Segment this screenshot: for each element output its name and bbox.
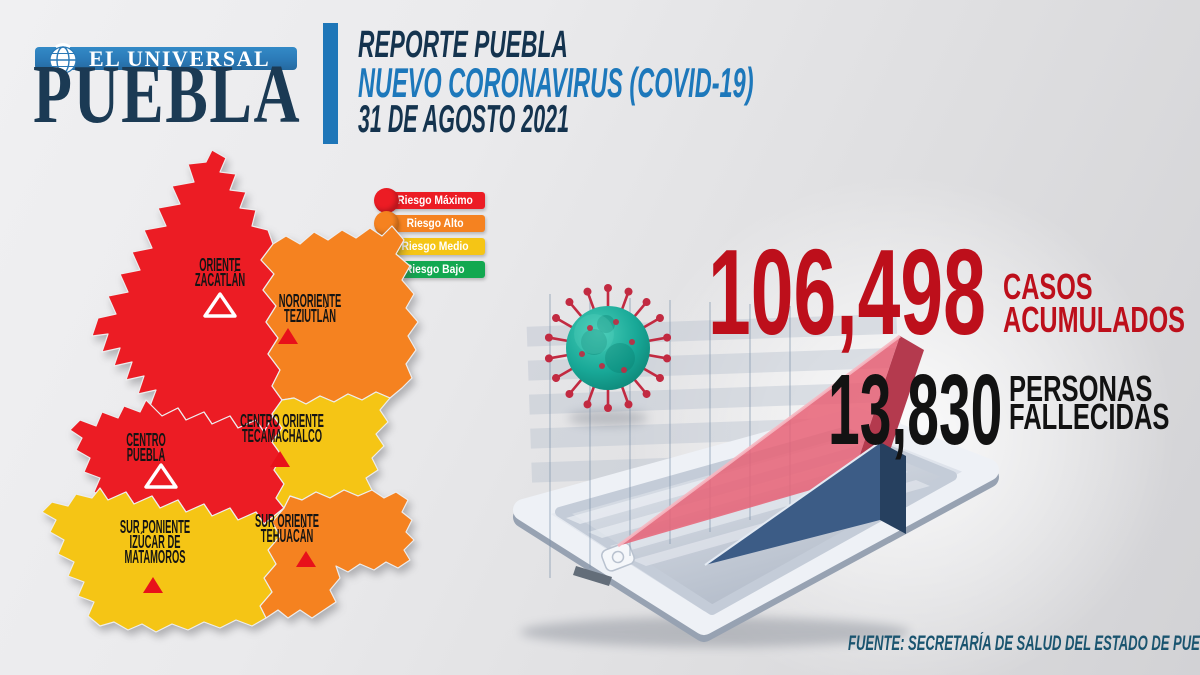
side-port xyxy=(573,566,612,586)
deaths-label: PERSONAS FALLECIDAS xyxy=(1009,368,1170,437)
source-attribution: FUENTE: SECRETARÍA DE SALUD DEL ESTADO D… xyxy=(848,632,1200,655)
region-label-oriente-zacatlan: ORIENTE ZACATLÁN xyxy=(194,255,246,290)
header-divider xyxy=(323,23,338,144)
region-sur-poniente-izucar xyxy=(41,487,285,633)
legend-color-dot xyxy=(374,188,399,213)
cases-count: 106,498 xyxy=(708,224,986,360)
globe-eagle-icon xyxy=(49,43,77,74)
legend-pill: Riesgo Alto xyxy=(385,215,485,232)
tablet-chart-illustration xyxy=(513,284,999,647)
region-label-sur-poniente-izucar: SUR PONIENTE IZÚCAR DE MATAMOROS xyxy=(119,517,191,567)
risk-marker-teziutlan xyxy=(278,328,298,344)
region-label-centro-puebla: CENTRO PUEBLA xyxy=(126,430,166,465)
masthead-text: EL UNIVERSAL xyxy=(89,46,271,71)
masthead-banner: EL UNIVERSAL xyxy=(35,43,297,74)
risk-marker-izucar xyxy=(143,577,163,593)
region-centro-oriente-tecamachalco xyxy=(271,391,391,509)
risk-marker-tehuacan xyxy=(296,551,316,567)
legend-label: Riesgo Máximo xyxy=(397,193,473,207)
deaths-growth-wedge xyxy=(704,441,906,566)
region-label-sur-oriente-tehuacan: SUR ORIENTE TEHUACÁN xyxy=(255,511,319,546)
coronavirus-icon xyxy=(544,284,672,426)
puebla-wordmark: PUEBLA xyxy=(33,48,302,141)
legend-item-riesgo-maximo: Riesgo Máximo xyxy=(374,188,492,213)
cases-label: CASOS ACUMULADOS xyxy=(1003,266,1185,340)
legend-pill: Riesgo Medio xyxy=(385,238,485,255)
region-oriente-zacatlan xyxy=(91,149,283,433)
risk-marker-zacatlan-outline xyxy=(203,292,237,318)
risk-marker-tecamachalco xyxy=(270,451,290,467)
report-title: REPORTE PUEBLA xyxy=(358,24,568,66)
legend-label: Riesgo Medio xyxy=(401,239,469,253)
report-date: 31 DE AGOSTO 2021 xyxy=(358,98,570,141)
legend-pill: Riesgo Máximo xyxy=(385,192,485,209)
region-label-centro-oriente-tecamachalco: CENTRO ORIENTE TECAMACHALCO xyxy=(240,411,324,446)
legend-item-riesgo-alto: Riesgo Alto xyxy=(374,211,492,236)
region-label-nororiente-teziutlan: NORORIENTE TEZIUTLÁN xyxy=(278,291,342,326)
legend-label: Riesgo Bajo xyxy=(405,262,465,276)
report-subtitle: NUEVO CORONAVIRUS (COVID-19) xyxy=(358,59,754,106)
risk-marker-centro-outline xyxy=(144,463,178,489)
deaths-count: 13,830 xyxy=(828,354,1003,466)
puebla-risk-map xyxy=(41,149,419,633)
home-button-icon xyxy=(601,542,635,572)
region-nororiente-teziutlan xyxy=(260,225,419,405)
legend-label: Riesgo Alto xyxy=(406,216,464,230)
